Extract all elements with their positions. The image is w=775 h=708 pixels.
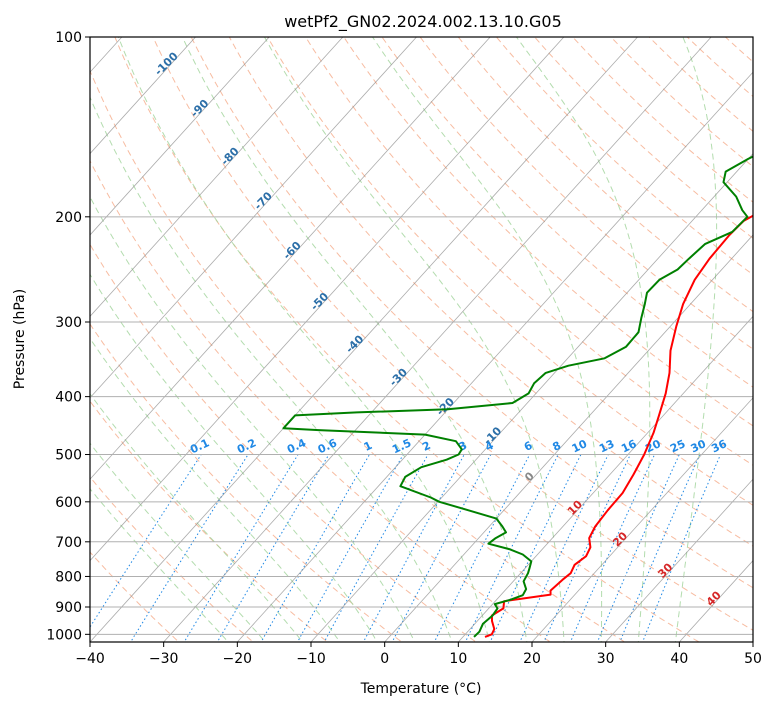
moist-adiabat-line [90, 95, 453, 642]
x-tick-label: −30 [149, 651, 179, 667]
isotherm-line [752, 641, 753, 642]
x-tick-label: 20 [523, 651, 541, 667]
mixing-ratio-line [362, 454, 465, 642]
isotherm-line [310, 153, 753, 642]
mixing-ratio-label: 16 [619, 437, 639, 455]
mixing-ratio-line [216, 454, 330, 642]
profile-lines [282, 155, 753, 638]
mixing-ratio-line [391, 454, 492, 642]
y-axis-title: Pressure (hPa) [12, 289, 28, 389]
x-axis-title: Temperature (°C) [360, 681, 482, 697]
moist-adiabat-line [90, 273, 378, 642]
y-tick-label: 300 [55, 315, 82, 331]
isotherm-line [90, 37, 565, 562]
isotherm-line [458, 315, 753, 642]
mixing-ratio-line [130, 454, 249, 642]
dry-adiabat-line [90, 323, 403, 642]
mixing-ratio-label: 25 [668, 437, 687, 455]
y-tick-label: 100 [55, 30, 82, 46]
moist-adiabat-line [90, 442, 267, 642]
pressure-gridlines [90, 37, 753, 635]
moist-adiabat-line [90, 337, 341, 642]
mixing-ratio-line [90, 454, 202, 628]
dry-adiabat-line [90, 551, 180, 642]
mixing-ratio-line [489, 454, 582, 642]
y-tick-label: 900 [55, 600, 82, 616]
moist-adiabat-line [90, 487, 229, 642]
x-axis-ticks: −40 −30 −20 −10 0 10 20 30 40 50 [75, 642, 762, 667]
moist-adiabat-line [264, 37, 565, 642]
x-tick-label: 30 [597, 651, 615, 667]
dry-adiabat-line [266, 37, 753, 506]
y-axis-ticks: 100 200 300 400 500 600 700 800 900 1000 [46, 30, 90, 643]
y-tick-label: 400 [55, 390, 82, 406]
isotherm-line [163, 37, 712, 642]
isotherm-line [90, 37, 417, 399]
dry-adiabat-line [90, 476, 254, 642]
x-tick-label: −40 [75, 651, 105, 667]
isotherm-line [90, 37, 270, 236]
plot-area [90, 37, 753, 642]
dry-adiabat-line [305, 37, 753, 466]
mixing-ratio-label: 30 [689, 437, 709, 455]
background-lines [90, 37, 753, 642]
x-tick-label: 10 [449, 651, 467, 667]
dry-adiabat-line [343, 37, 753, 427]
moist-adiabat-line [674, 37, 718, 642]
isotherm-line [90, 37, 638, 642]
isotherm-line [90, 37, 196, 155]
isotherm-line [90, 37, 344, 317]
dry-adiabat-line [228, 37, 753, 547]
moist-adiabat-line [372, 37, 603, 642]
x-tick-label: 50 [744, 651, 762, 667]
y-tick-label: 1000 [46, 627, 82, 643]
x-tick-label: −20 [223, 651, 253, 667]
moist-adiabat-line [181, 37, 528, 642]
temperature-profile-line [484, 214, 753, 638]
mixing-ratio-line [433, 454, 531, 642]
chart-title: wetPf2_GN02.2024.002.13.10.G05 [284, 12, 562, 32]
mixing-ratio-label: 36 [709, 437, 729, 455]
dry-adiabat-line [90, 69, 626, 642]
y-tick-label: 500 [55, 448, 82, 464]
x-tick-label: −10 [296, 651, 326, 667]
y-tick-label: 700 [55, 535, 82, 551]
dry-adiabat-line [90, 400, 329, 642]
mixing-ratio-label: 10 [570, 437, 590, 455]
dry-adiabat-line [90, 243, 477, 642]
y-tick-label: 600 [55, 495, 82, 511]
mixing-ratio-line [619, 454, 701, 642]
moist-adiabat-line [117, 37, 490, 642]
dry-adiabat-line [381, 37, 753, 388]
dry-adiabat-line [190, 37, 753, 589]
dewpoint-profile-line [282, 155, 753, 638]
mixing-ratio-label: 20 [643, 437, 663, 455]
isotherm-line [531, 397, 753, 642]
isotherm-line [237, 71, 753, 642]
isotherm-line [384, 234, 753, 642]
plot-frame [89, 36, 754, 643]
dry-adiabat-line [152, 37, 753, 631]
y-tick-label: 200 [55, 210, 82, 226]
dry-adiabat-line [114, 37, 700, 642]
isotherm-line [90, 37, 491, 480]
x-tick-label: 0 [380, 651, 389, 667]
mixing-ratio-label: 13 [597, 437, 616, 455]
moist-adiabat-line [515, 37, 651, 642]
mixing-ratio-line [519, 454, 609, 642]
y-tick-label: 800 [55, 569, 82, 585]
isotherm-line [605, 478, 753, 642]
x-tick-label: 40 [670, 651, 688, 667]
